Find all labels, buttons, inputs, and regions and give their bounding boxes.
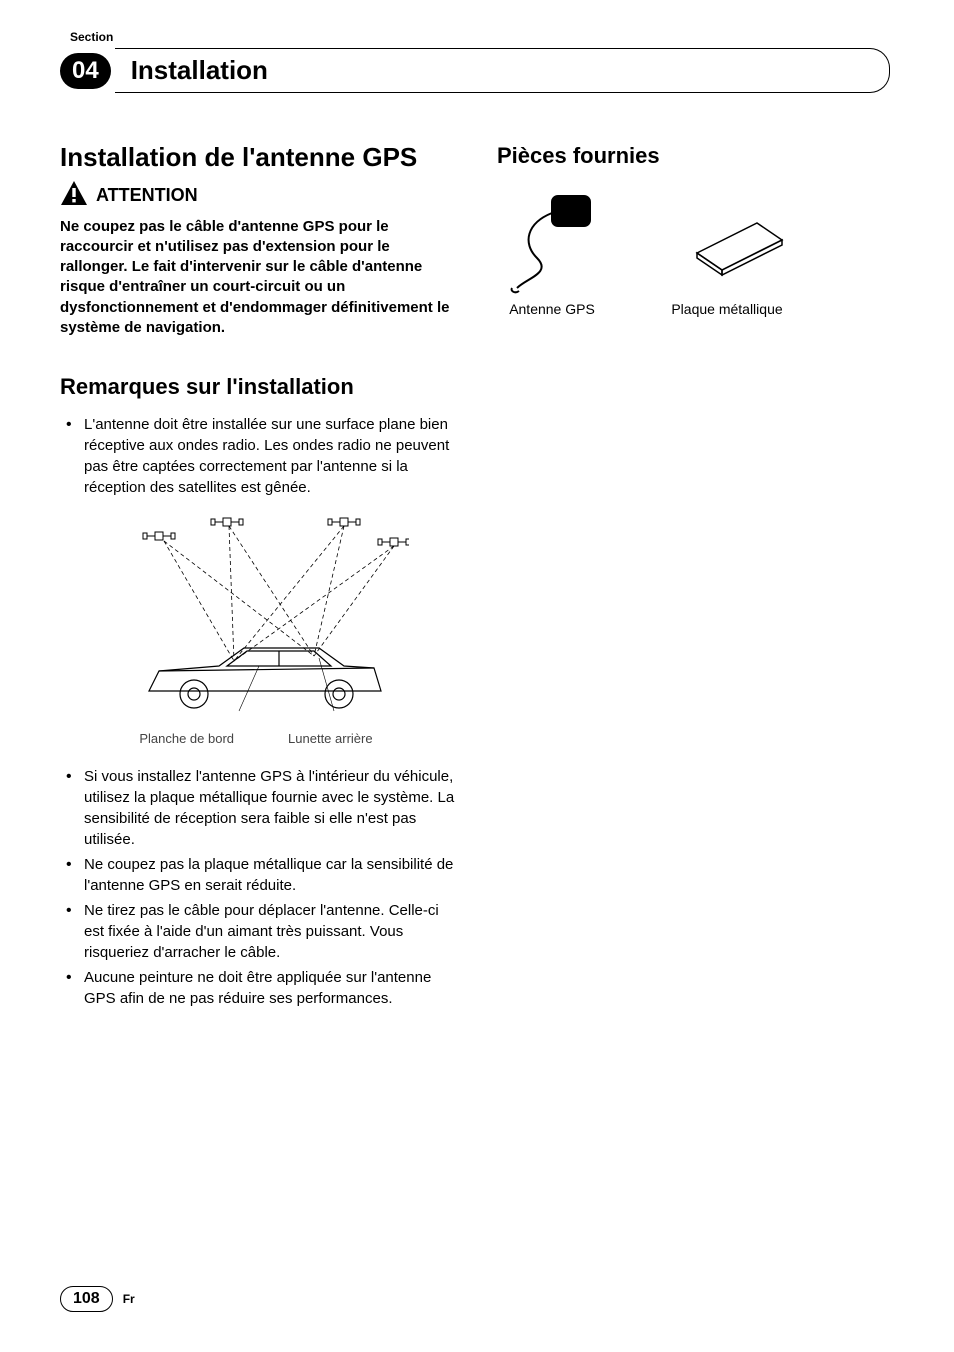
page-footer: 108 Fr — [60, 1286, 135, 1312]
bullet-list-b: Si vous installez l'antenne GPS à l'inté… — [60, 766, 457, 1009]
main-heading: Installation de l'antenne GPS — [60, 143, 457, 172]
part-plate: Plaque métallique — [667, 193, 787, 317]
bullet-list-a: L'antenne doit être installée sur une su… — [60, 414, 457, 498]
part-label: Antenne GPS — [497, 301, 607, 317]
parts-row: Antenne GPS Plaque métallique — [497, 193, 894, 317]
section-number-badge: 04 — [60, 53, 111, 89]
remarks-heading: Remarques sur l'installation — [60, 374, 457, 400]
satellite-diagram: Planche de bord Lunette arrière — [60, 516, 457, 746]
page-language: Fr — [123, 1292, 135, 1306]
diagram-label-right: Lunette arrière — [260, 731, 400, 746]
section-label: Section — [70, 30, 894, 44]
plate-icon — [667, 193, 787, 293]
warning-icon — [60, 180, 88, 211]
section-title-wrap: Installation — [115, 48, 890, 93]
list-item: Aucune peinture ne doit être appliquée s… — [60, 967, 457, 1009]
diagram-label-left: Planche de bord — [117, 731, 257, 746]
list-item: L'antenne doit être installée sur une su… — [60, 414, 457, 498]
part-label: Plaque métallique — [667, 301, 787, 317]
page-number: 108 — [60, 1286, 113, 1312]
content-columns: Installation de l'antenne GPS ATTENTION … — [60, 143, 894, 1013]
part-antenna: Antenne GPS — [497, 193, 607, 317]
right-column: Pièces fournies Antenne GPS — [497, 143, 894, 1013]
left-column: Installation de l'antenne GPS ATTENTION … — [60, 143, 457, 1013]
header-row: 04 Installation — [60, 48, 894, 93]
attention-label: ATTENTION — [96, 185, 198, 206]
diagram-labels: Planche de bord Lunette arrière — [60, 731, 457, 746]
list-item: Ne coupez pas la plaque métallique car l… — [60, 854, 457, 896]
attention-text: Ne coupez pas le câble d'antenne GPS pou… — [60, 217, 457, 339]
list-item: Ne tirez pas le câble pour déplacer l'an… — [60, 900, 457, 963]
parts-heading: Pièces fournies — [497, 143, 894, 169]
antenna-icon — [497, 193, 607, 293]
attention-row: ATTENTION — [60, 180, 457, 211]
section-title: Installation — [131, 55, 873, 86]
list-item: Si vous installez l'antenne GPS à l'inté… — [60, 766, 457, 850]
